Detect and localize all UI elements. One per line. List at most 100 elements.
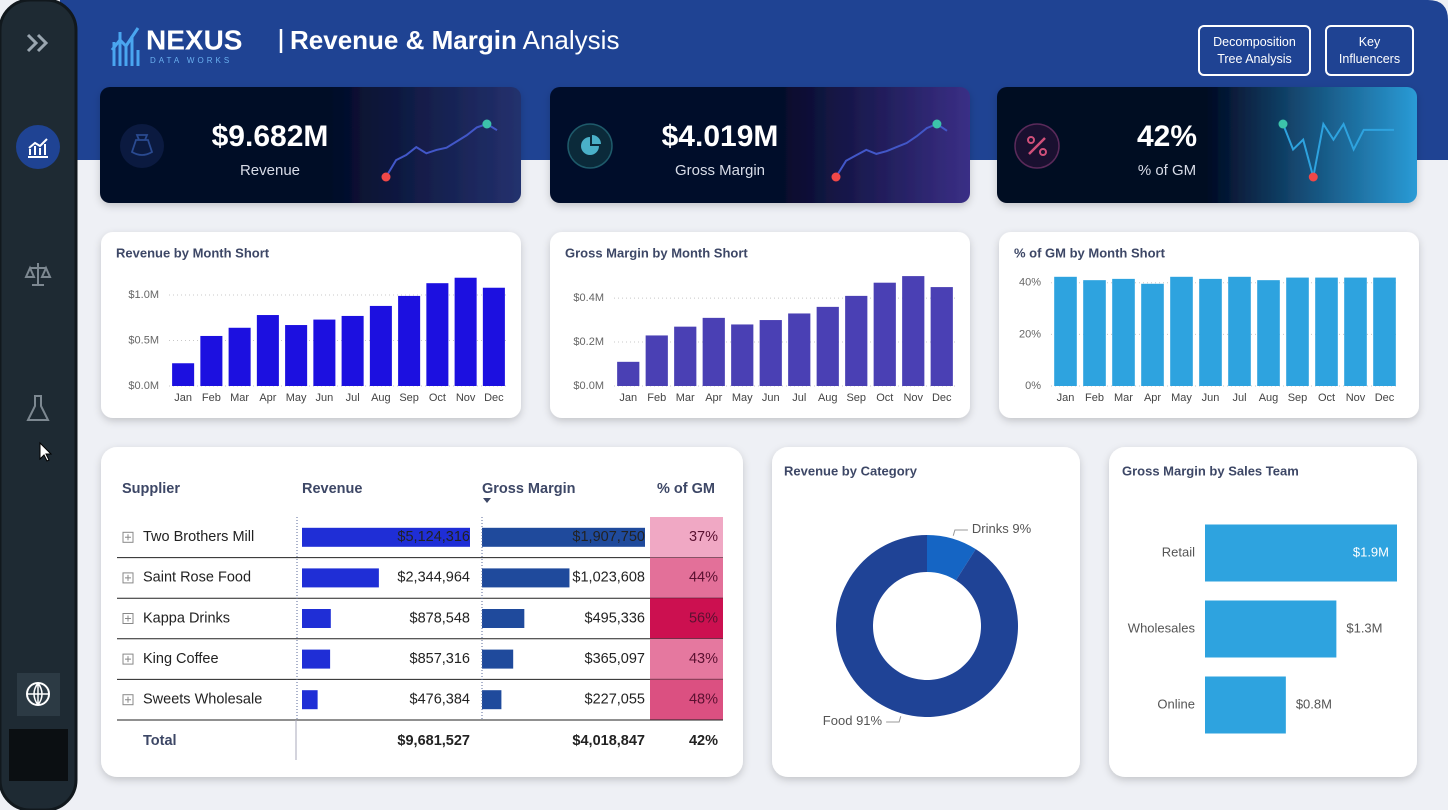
- bar: [1286, 277, 1309, 386]
- bar: [702, 317, 725, 386]
- bar: [1373, 277, 1396, 386]
- x-tick-label: Oct: [1318, 392, 1335, 404]
- data-bar: [302, 690, 318, 710]
- kpi-card: [550, 87, 970, 203]
- expand-plus: [125, 534, 131, 541]
- x-tick-label: Oct: [876, 392, 893, 404]
- kpi-icon: [120, 124, 164, 168]
- x-tick-label: Apr: [705, 392, 722, 404]
- bar: [731, 324, 754, 386]
- x-tick-label: Nov: [456, 392, 476, 404]
- sidebar: [0, 0, 78, 810]
- x-tick-label: Oct: [429, 392, 446, 404]
- x-tick-label: Dec: [1375, 392, 1395, 404]
- data-bar: [302, 568, 379, 588]
- data-bar: [482, 649, 514, 669]
- logo-icon: [110, 27, 140, 66]
- pie-icon: [581, 135, 601, 155]
- data-bar: [302, 609, 331, 628]
- scales-icon[interactable]: [24, 263, 52, 286]
- x-tick-label: Nov: [903, 392, 923, 404]
- decomposition-button[interactable]: Decomposition Tree Analysis: [1198, 25, 1311, 76]
- x-tick-label: Jun: [762, 392, 780, 404]
- leader-line: [952, 529, 968, 536]
- total-gross-margin: $4,018,847: [572, 733, 645, 749]
- x-tick-label: Sep: [399, 392, 419, 404]
- sparkline-max: [932, 119, 942, 129]
- expand-box: [122, 653, 134, 665]
- value-label: 91%: [856, 713, 882, 728]
- bar: [1315, 277, 1338, 386]
- x-tick-label: Mar: [1114, 392, 1133, 404]
- revenue-label: $878,548: [410, 610, 470, 626]
- data-bar: [482, 568, 570, 588]
- revenue-label: $2,344,964: [397, 570, 470, 586]
- data-bar: [302, 649, 331, 669]
- value-label: $1.9M: [1353, 544, 1389, 559]
- y-tick-label: $0.2M: [573, 336, 604, 348]
- y-tick-label: 0%: [1025, 380, 1041, 392]
- pct-cell: [650, 638, 723, 680]
- bar: [1257, 280, 1280, 386]
- chart-title: Revenue by Month Short: [116, 245, 270, 260]
- donut-slice: [836, 535, 1018, 717]
- influencers-button[interactable]: Key Influencers: [1325, 25, 1414, 76]
- y-tick-label: $0.0M: [128, 380, 159, 392]
- bar: [398, 295, 421, 386]
- y-tick-label: 40%: [1019, 277, 1041, 289]
- kpi-card: [100, 87, 521, 203]
- x-tick-label: Jan: [174, 392, 192, 404]
- page-title: Revenue & Margin Analysis: [290, 25, 619, 55]
- globe-lines: [27, 682, 49, 706]
- x-tick-label: Jun: [1202, 392, 1220, 404]
- category-name: Food: [823, 713, 853, 728]
- supplier-name: King Coffee: [143, 651, 219, 667]
- title-main: Revenue & Margin: [290, 25, 517, 55]
- bar: [1112, 278, 1135, 386]
- category-label: Online: [1157, 696, 1195, 711]
- sparkline-max: [1278, 119, 1288, 129]
- chart-title: Gross Margin by Sales Team: [1122, 463, 1299, 478]
- pct-label: 44%: [689, 570, 718, 586]
- bar: [1205, 676, 1286, 734]
- gross-margin-label: $495,336: [585, 610, 645, 626]
- bar: [200, 335, 223, 386]
- category-label: Wholesales: [1128, 620, 1196, 635]
- supplier-name: Kappa Drinks: [143, 610, 230, 626]
- revenue-label: $476,384: [410, 692, 470, 708]
- bar: [674, 326, 697, 386]
- bar: [256, 315, 279, 386]
- x-tick-label: Apr: [1144, 392, 1161, 404]
- sparkline: [1282, 121, 1394, 178]
- bar: [1205, 524, 1397, 582]
- button-label: Key Influencers: [1338, 34, 1401, 66]
- y-tick-label: $0.4M: [573, 292, 604, 304]
- column-header: Revenue: [302, 481, 362, 497]
- expand-plus: [125, 574, 131, 581]
- bar: [645, 335, 668, 386]
- leader-line: [886, 716, 902, 723]
- y-tick-label: 20%: [1019, 328, 1041, 340]
- x-tick-label: Jul: [1232, 392, 1246, 404]
- category-name: Drinks: [972, 521, 1009, 536]
- value-label: $1.3M: [1346, 620, 1382, 635]
- x-tick-label: Jun: [316, 392, 334, 404]
- bar: [873, 282, 896, 386]
- bar: [341, 315, 364, 386]
- x-tick-label: Sep: [846, 392, 866, 404]
- bar: [426, 283, 449, 386]
- bar: [1141, 283, 1164, 386]
- expand-icon[interactable]: [26, 33, 49, 53]
- sidebar-slot: [9, 729, 68, 781]
- revenue-label: $5,124,316: [397, 529, 470, 545]
- nav-active[interactable]: [16, 125, 60, 169]
- column-header: % of GM: [657, 481, 715, 497]
- x-tick-label: Mar: [676, 392, 695, 404]
- gross-margin-label: $365,097: [585, 651, 645, 667]
- x-tick-label: May: [732, 392, 753, 404]
- data-bar: [482, 527, 645, 547]
- kpi-card: [997, 87, 1417, 203]
- flask-icon[interactable]: [26, 395, 50, 421]
